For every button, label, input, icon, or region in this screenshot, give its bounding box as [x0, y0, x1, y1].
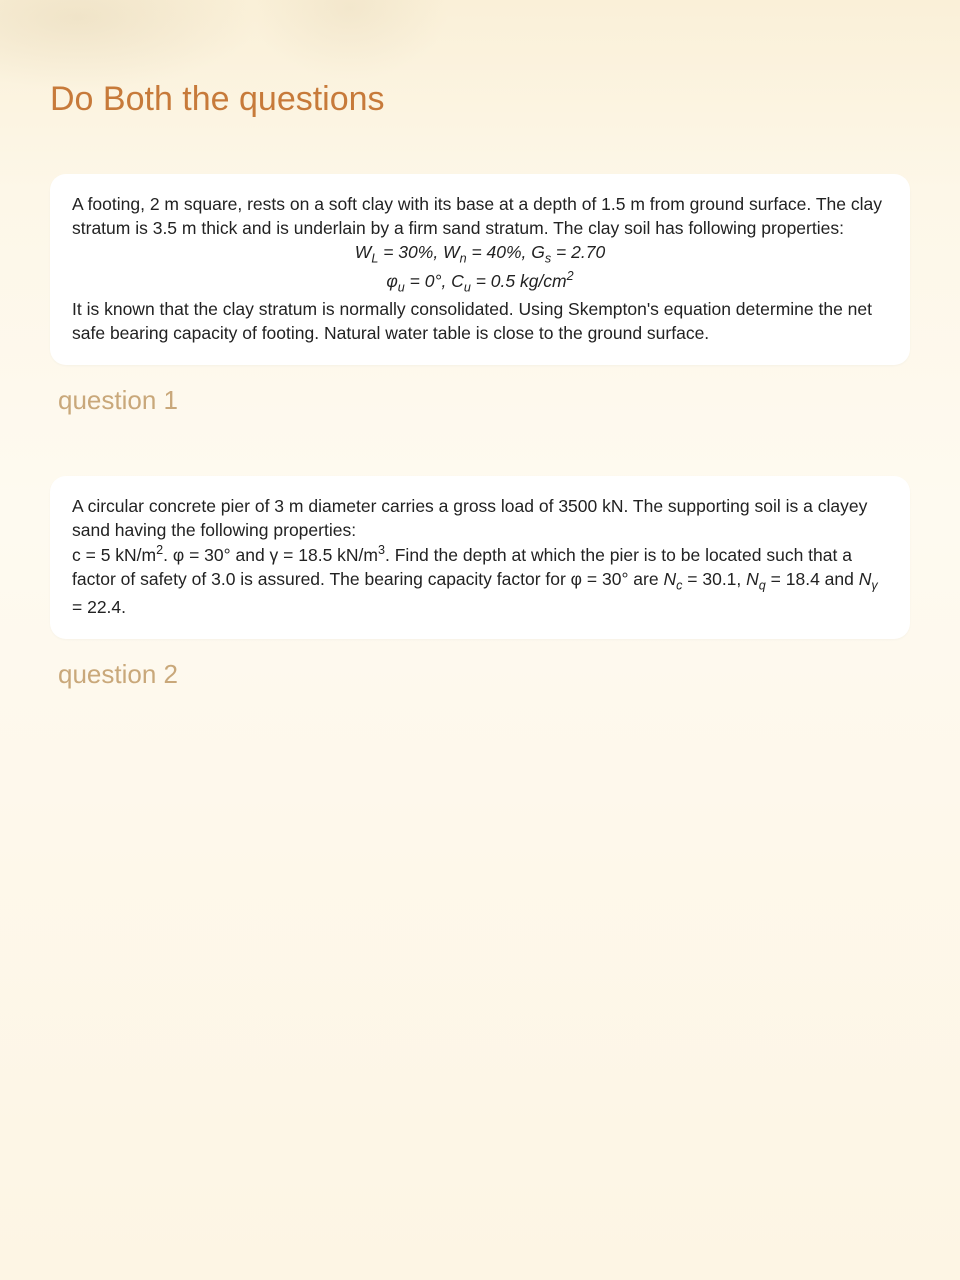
q1-equation-line-1: WL = 30%, Wn = 40%, Gs = 2.70: [72, 240, 888, 268]
bg-shadow-1: [0, 0, 260, 90]
question-1-card: A footing, 2 m square, rests on a soft c…: [50, 174, 910, 365]
question-1-label: question 1: [58, 385, 910, 416]
page-title: Do Both the questions: [50, 80, 910, 119]
bg-shadow-2: [250, 0, 450, 80]
question-2-label: question 2: [58, 659, 910, 690]
q1-equation-line-2: φu = 0°, Cu = 0.5 kg/cm2: [72, 268, 888, 297]
q2-paragraph-1: A circular concrete pier of 3 m diameter…: [72, 494, 888, 542]
question-2-card: A circular concrete pier of 3 m diameter…: [50, 476, 910, 639]
q2-paragraph-2: c = 5 kN/m2. φ = 30° and γ = 18.5 kN/m3.…: [72, 542, 888, 619]
q1-paragraph-2: It is known that the clay stratum is nor…: [72, 297, 888, 345]
q1-paragraph-1: A footing, 2 m square, rests on a soft c…: [72, 192, 888, 240]
